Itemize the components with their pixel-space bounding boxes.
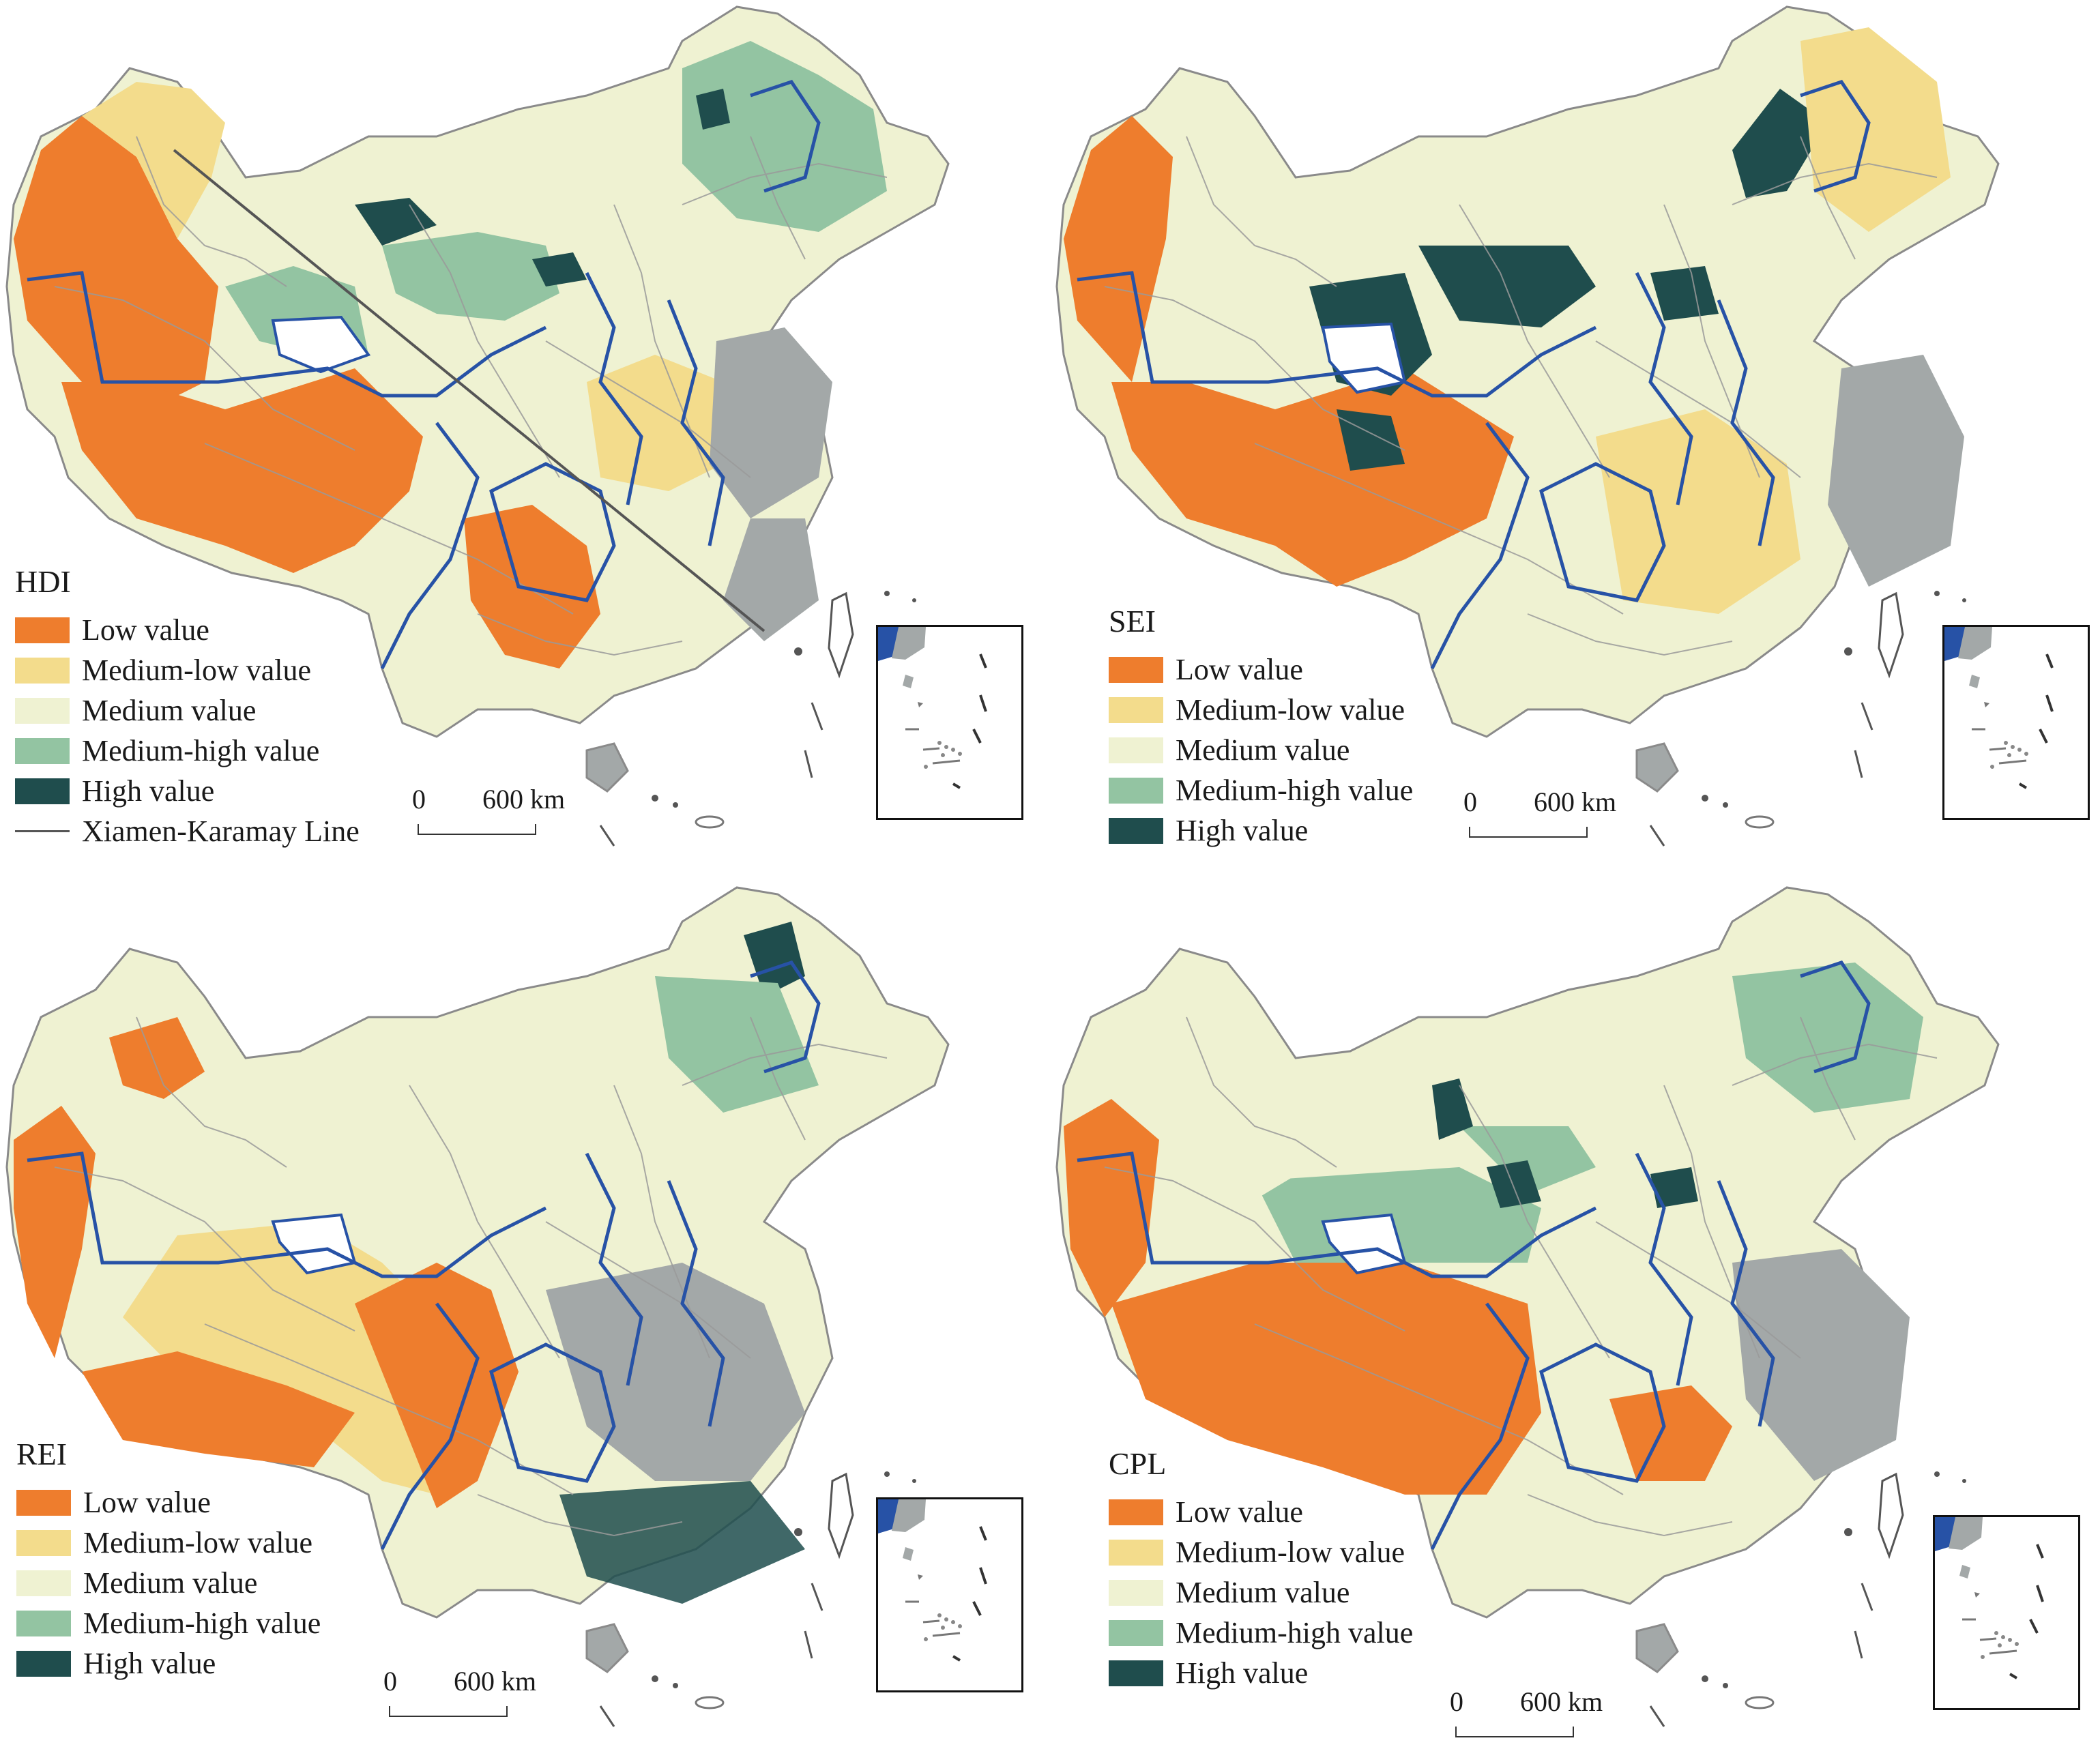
cpl-choropleth-map [1055,886,2000,1728]
legend-item-medium-high: Medium-high value [15,731,360,771]
medium-swatch [1109,1579,1163,1606]
low-swatch [1109,656,1163,683]
legend-item-low: Low value [1109,1492,1413,1532]
low-swatch [15,617,70,643]
legend-item-medium-high: Medium-high value [16,1603,321,1643]
legend-item-medium-low: Medium-low value [1109,1532,1413,1572]
legend-item-low: Low value [16,1482,321,1523]
legend-item-medium: Medium value [1109,1572,1413,1613]
high-swatch [15,778,70,804]
hdi-scale-bar: 0 600 km [412,783,565,838]
cpl-south-china-sea-inset [1933,1515,2080,1710]
legend-item-high: High value [1109,810,1413,851]
legend-item-medium: Medium value [1109,730,1413,770]
medium-swatch [15,697,70,724]
high-swatch [1109,817,1163,844]
rei-choropleth-map [5,886,950,1728]
legend-item-medium-high: Medium-high value [1109,1613,1413,1653]
medium-low-swatch [1109,1539,1163,1566]
map-panel-cpl: CPL Low value Medium-low value Medium va… [1050,881,2100,1761]
legend-item-high: High value [15,771,360,811]
sei-south-china-sea-inset [1942,625,2090,820]
rei-south-china-sea-inset [876,1497,1023,1692]
rei-scale-bar: 0 600 km [383,1665,536,1720]
sei-legend: SEI Low value Medium-low value Medium va… [1109,606,1413,851]
cpl-scale-bar: 0 600 km [1450,1686,1603,1740]
high-swatch [1109,1660,1163,1686]
low-swatch [1109,1499,1163,1525]
xiamen-karamay-line [173,149,765,632]
legend-item-medium: Medium value [16,1563,321,1603]
legend-item-low: Low value [15,610,360,650]
legend-title: SEI [1109,604,1156,638]
legend-item-line: Xiamen-Karamay Line [15,811,360,851]
line-swatch [15,830,70,832]
medium-low-swatch [1109,696,1163,723]
sei-choropleth-map [1055,5,2000,847]
legend-item-low: Low value [1109,649,1413,690]
hdi-south-china-sea-inset [876,625,1023,820]
medium-swatch [16,1570,71,1596]
high-swatch [16,1650,71,1677]
medium-high-swatch [15,737,70,764]
map-panel-sei: SEI Low value Medium-low value Medium va… [1050,0,2100,881]
medium-low-swatch [15,657,70,684]
sei-scale-bar: 0 600 km [1463,786,1616,840]
legend-item-medium-low: Medium-low value [16,1523,321,1563]
medium-high-swatch [16,1610,71,1636]
hdi-choropleth-map [5,5,950,847]
rei-legend: REI Low value Medium-low value Medium va… [16,1439,321,1684]
cpl-legend: CPL Low value Medium-low value Medium va… [1109,1448,1413,1693]
legend-item-high: High value [1109,1653,1413,1693]
map-panel-rei: REI Low value Medium-low value Medium va… [0,881,1050,1761]
medium-low-swatch [16,1529,71,1556]
legend-item-medium: Medium value [15,690,360,731]
hdi-legend: HDI Low value Medium-low value Medium va… [15,566,360,851]
legend-title: REI [16,1437,68,1471]
medium-swatch [1109,737,1163,763]
legend-title: CPL [1109,1446,1167,1481]
map-panel-hdi: HDI Low value Medium-low value Medium va… [0,0,1050,881]
legend-item-high: High value [16,1643,321,1684]
legend-item-medium-high: Medium-high value [1109,770,1413,810]
legend-item-medium-low: Medium-low value [1109,690,1413,730]
low-swatch [16,1489,71,1516]
medium-high-swatch [1109,1619,1163,1646]
legend-item-medium-low: Medium-low value [15,650,360,690]
medium-high-swatch [1109,777,1163,804]
legend-title: HDI [15,564,71,599]
